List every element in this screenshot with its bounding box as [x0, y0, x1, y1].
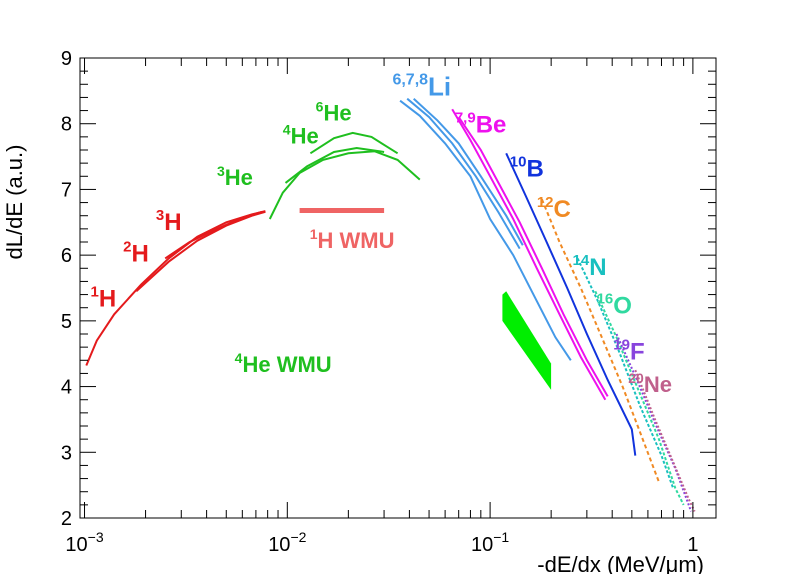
y-tick-label: 9	[61, 48, 72, 70]
series-10b	[505, 152, 637, 456]
ann-1h: 1H	[90, 283, 116, 312]
bands-layer	[502, 291, 552, 390]
series-14n	[576, 257, 675, 489]
ticks-layer: 2 3 4 5 6 7 8 9 10−3 10−2 10−1 1	[61, 48, 716, 556]
series-12c	[540, 198, 660, 483]
ann-c: 12C	[537, 194, 571, 223]
plot-frame	[79, 57, 717, 519]
series-19f	[615, 333, 693, 512]
y-tick-label: 7	[61, 179, 72, 201]
series-layer	[85, 97, 696, 512]
x-tick-label: 10−3	[65, 529, 103, 556]
series-8li	[413, 97, 524, 246]
y-axis-title: dL/dE (a.u.)	[2, 145, 27, 260]
series-7li	[406, 97, 521, 250]
ann-3h: 3H	[156, 207, 182, 236]
y-tick-label: 3	[61, 442, 72, 464]
series-7be	[451, 108, 607, 401]
x-axis-title: -dE/dx (MeV/μm)	[537, 552, 704, 574]
x-tick-label: 1	[687, 534, 698, 556]
ann-4he-wmu: 4He WMU	[235, 350, 332, 377]
series-3he	[268, 150, 421, 220]
y-tick-label: 4	[61, 377, 72, 399]
ann-1h-wmu: 1H WMU	[310, 226, 395, 253]
ann-f: 19F	[613, 337, 644, 366]
series-16o	[594, 290, 685, 506]
ann-4he: 4He	[283, 121, 319, 148]
y-tick-label: 6	[61, 245, 72, 267]
ann-n: 14N	[573, 252, 607, 281]
ann-6he: 6He	[316, 98, 352, 125]
ann-b: 10B	[510, 153, 544, 182]
series-9be	[457, 116, 609, 397]
ann-li: 6,7,8Li	[392, 71, 451, 101]
ann-ne: 20Ne	[628, 370, 672, 397]
x-tick-label: 10−1	[471, 529, 509, 556]
ann-2h: 2H	[123, 239, 149, 268]
x-tick-label: 10−2	[268, 529, 306, 556]
series-6li	[399, 99, 572, 361]
y-tick-label: 5	[61, 311, 72, 333]
ann-3he: 3He	[217, 163, 253, 190]
ann-o: 16O	[597, 291, 632, 320]
y-tick-label: 8	[61, 114, 72, 136]
series-6he	[309, 131, 399, 155]
band-4he-wmu	[502, 291, 552, 390]
series-3h	[164, 210, 263, 260]
ann-be: 7,9Be	[455, 109, 507, 138]
series-4he	[284, 146, 385, 184]
y-tick-label: 2	[61, 508, 72, 530]
